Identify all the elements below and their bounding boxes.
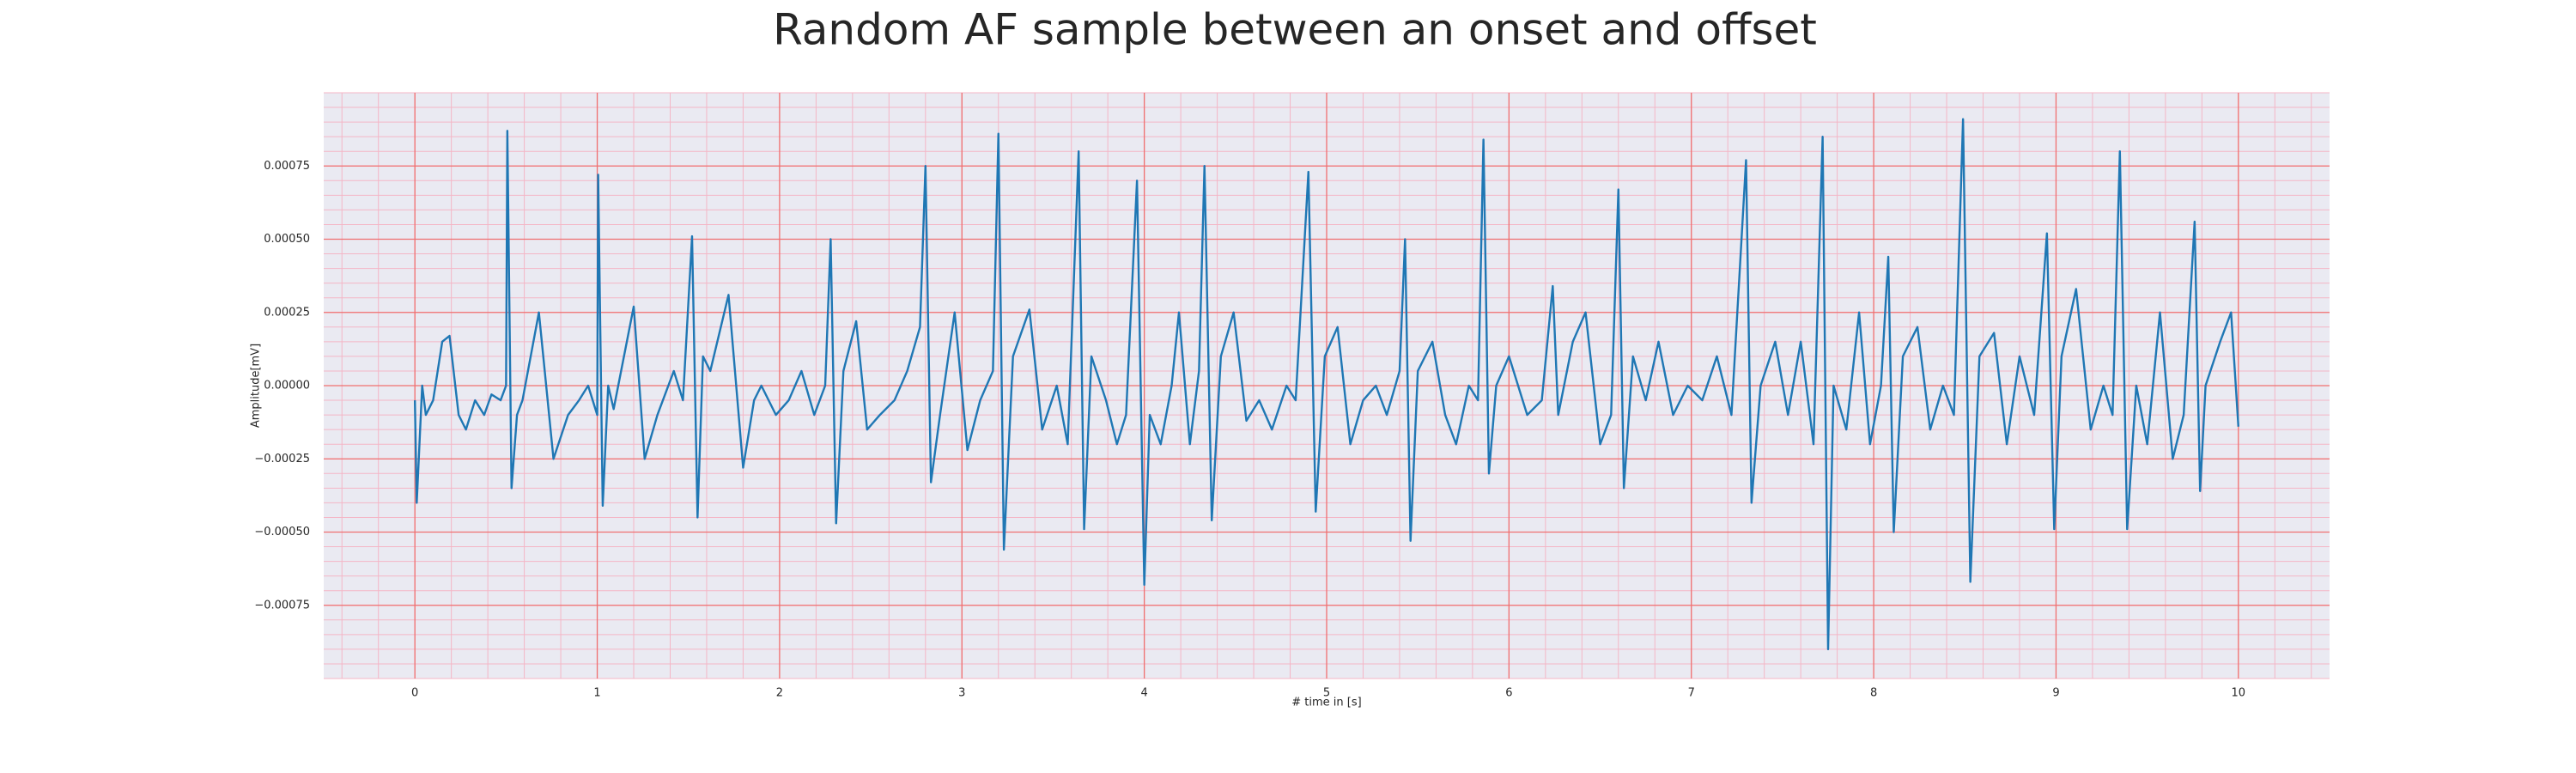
x-tick-label: 6 xyxy=(1505,687,1512,700)
x-tick-label: 10 xyxy=(2232,687,2246,700)
y-tick-label: −0.00075 xyxy=(254,599,310,612)
y-tick-label: −0.00050 xyxy=(254,526,310,539)
y-tick-label: −0.00025 xyxy=(254,453,310,466)
x-tick-label: 4 xyxy=(1140,687,1147,700)
x-tick-label: 8 xyxy=(1870,687,1877,700)
y-tick-label: 0.00000 xyxy=(264,380,310,393)
x-tick-label: 2 xyxy=(776,687,783,700)
x-tick-label: 0 xyxy=(411,687,418,700)
x-tick-label: 9 xyxy=(2052,687,2059,700)
x-tick-label: 5 xyxy=(1323,687,1330,700)
x-tick-label: 7 xyxy=(1688,687,1695,700)
chart-title: Random AF sample between an onset and of… xyxy=(773,5,1817,55)
y-tick-label: 0.00050 xyxy=(264,233,310,246)
x-tick-label: 1 xyxy=(593,687,600,700)
signal-line xyxy=(413,118,2240,651)
x-tick-label: 3 xyxy=(958,687,965,700)
y-axis-label: Amplitude[mV] xyxy=(250,344,263,428)
y-tick-label: 0.00075 xyxy=(264,160,310,173)
y-tick-label: 0.00025 xyxy=(264,306,310,319)
x-axis-label: # time in [s] xyxy=(1291,697,1361,709)
